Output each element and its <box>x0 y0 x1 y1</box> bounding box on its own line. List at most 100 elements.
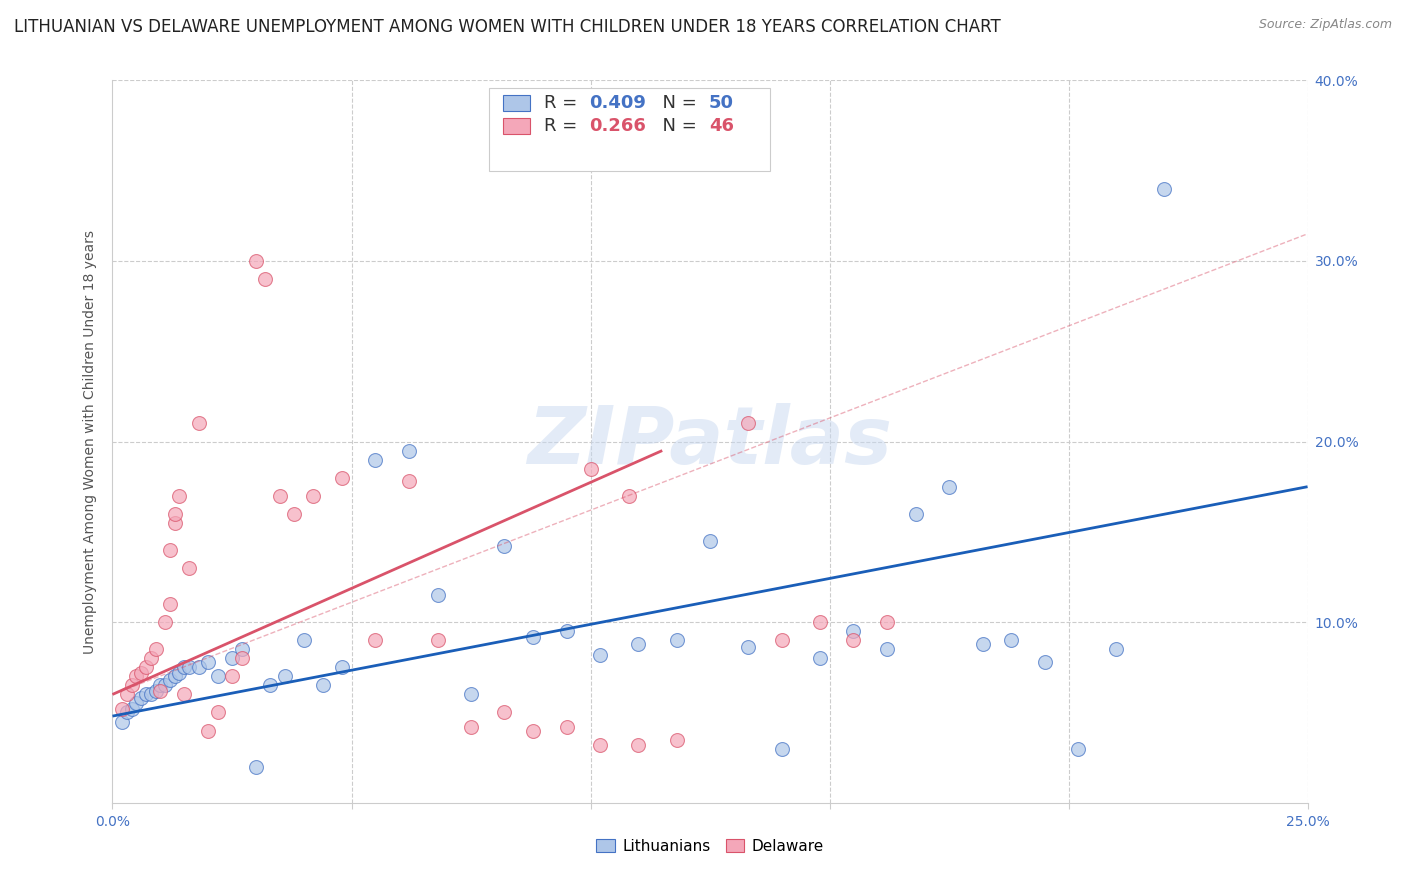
Point <box>589 648 612 662</box>
Point <box>312 678 335 692</box>
Point <box>125 697 148 711</box>
Point <box>221 651 243 665</box>
Point <box>876 615 898 630</box>
Point <box>187 660 209 674</box>
Point <box>330 660 353 674</box>
Point <box>159 673 181 687</box>
Point <box>579 461 602 475</box>
Point <box>494 539 516 553</box>
Point <box>115 706 138 720</box>
Point <box>1105 642 1128 657</box>
Text: 46: 46 <box>709 117 734 135</box>
Point <box>330 471 353 485</box>
Y-axis label: Unemployment Among Women with Children Under 18 years: Unemployment Among Women with Children U… <box>83 229 97 654</box>
Text: ZIPatlas: ZIPatlas <box>527 402 893 481</box>
Point <box>245 254 267 268</box>
Point <box>364 452 387 467</box>
Bar <box>503 95 530 111</box>
Point <box>398 443 420 458</box>
Point <box>121 702 143 716</box>
Point <box>159 597 181 611</box>
Point <box>1067 741 1090 756</box>
Point <box>111 714 134 729</box>
Point <box>169 665 191 680</box>
Point <box>938 480 960 494</box>
Point <box>876 642 898 657</box>
Point <box>589 738 612 752</box>
FancyBboxPatch shape <box>489 87 770 170</box>
Point <box>1000 633 1022 648</box>
Point <box>139 687 162 701</box>
Point <box>245 760 267 774</box>
Point <box>115 687 138 701</box>
Point <box>207 706 229 720</box>
Text: N =: N = <box>651 117 703 135</box>
Point <box>770 633 793 648</box>
Text: R =: R = <box>544 94 583 112</box>
Point <box>842 633 865 648</box>
Point <box>169 489 191 503</box>
Point <box>145 683 167 698</box>
Point <box>665 633 688 648</box>
Point <box>259 678 281 692</box>
Point <box>129 665 152 680</box>
Point <box>135 660 157 674</box>
Text: LITHUANIAN VS DELAWARE UNEMPLOYMENT AMONG WOMEN WITH CHILDREN UNDER 18 YEARS COR: LITHUANIAN VS DELAWARE UNEMPLOYMENT AMON… <box>14 18 1001 36</box>
Point <box>153 678 176 692</box>
Point <box>139 651 162 665</box>
Point <box>173 687 195 701</box>
Point <box>173 660 195 674</box>
Text: R =: R = <box>544 117 583 135</box>
Point <box>177 561 200 575</box>
Point <box>904 507 927 521</box>
Text: 50: 50 <box>709 94 734 112</box>
Point <box>460 687 482 701</box>
Point <box>665 732 688 747</box>
Point <box>808 615 831 630</box>
Point <box>129 691 152 706</box>
Point <box>617 489 640 503</box>
Point <box>231 651 253 665</box>
Bar <box>503 118 530 134</box>
Point <box>972 637 994 651</box>
Point <box>364 633 387 648</box>
Point <box>163 516 186 530</box>
Point <box>555 720 578 734</box>
Point <box>197 655 219 669</box>
Point <box>398 475 420 489</box>
Point <box>121 678 143 692</box>
Point <box>770 741 793 756</box>
Point <box>426 588 449 602</box>
Point <box>254 272 277 286</box>
Point <box>699 533 721 548</box>
Point <box>125 669 148 683</box>
Point <box>197 723 219 738</box>
Point <box>269 489 291 503</box>
Point <box>1153 182 1175 196</box>
Text: N =: N = <box>651 94 703 112</box>
Point <box>231 642 253 657</box>
Point <box>153 615 176 630</box>
Point <box>808 651 831 665</box>
Point <box>111 702 134 716</box>
Point <box>135 687 157 701</box>
Point <box>494 706 516 720</box>
Point <box>460 720 482 734</box>
Legend: Lithuanians, Delaware: Lithuanians, Delaware <box>591 833 830 860</box>
Point <box>302 489 325 503</box>
Point <box>1033 655 1056 669</box>
Point <box>292 633 315 648</box>
Point <box>283 507 305 521</box>
Point <box>177 660 200 674</box>
Point <box>149 678 172 692</box>
Point <box>221 669 243 683</box>
Point <box>627 738 650 752</box>
Point <box>522 723 544 738</box>
Point <box>163 669 186 683</box>
Point <box>426 633 449 648</box>
Point <box>207 669 229 683</box>
Point <box>145 642 167 657</box>
Point <box>699 131 721 145</box>
Point <box>737 640 759 655</box>
Text: Source: ZipAtlas.com: Source: ZipAtlas.com <box>1258 18 1392 31</box>
